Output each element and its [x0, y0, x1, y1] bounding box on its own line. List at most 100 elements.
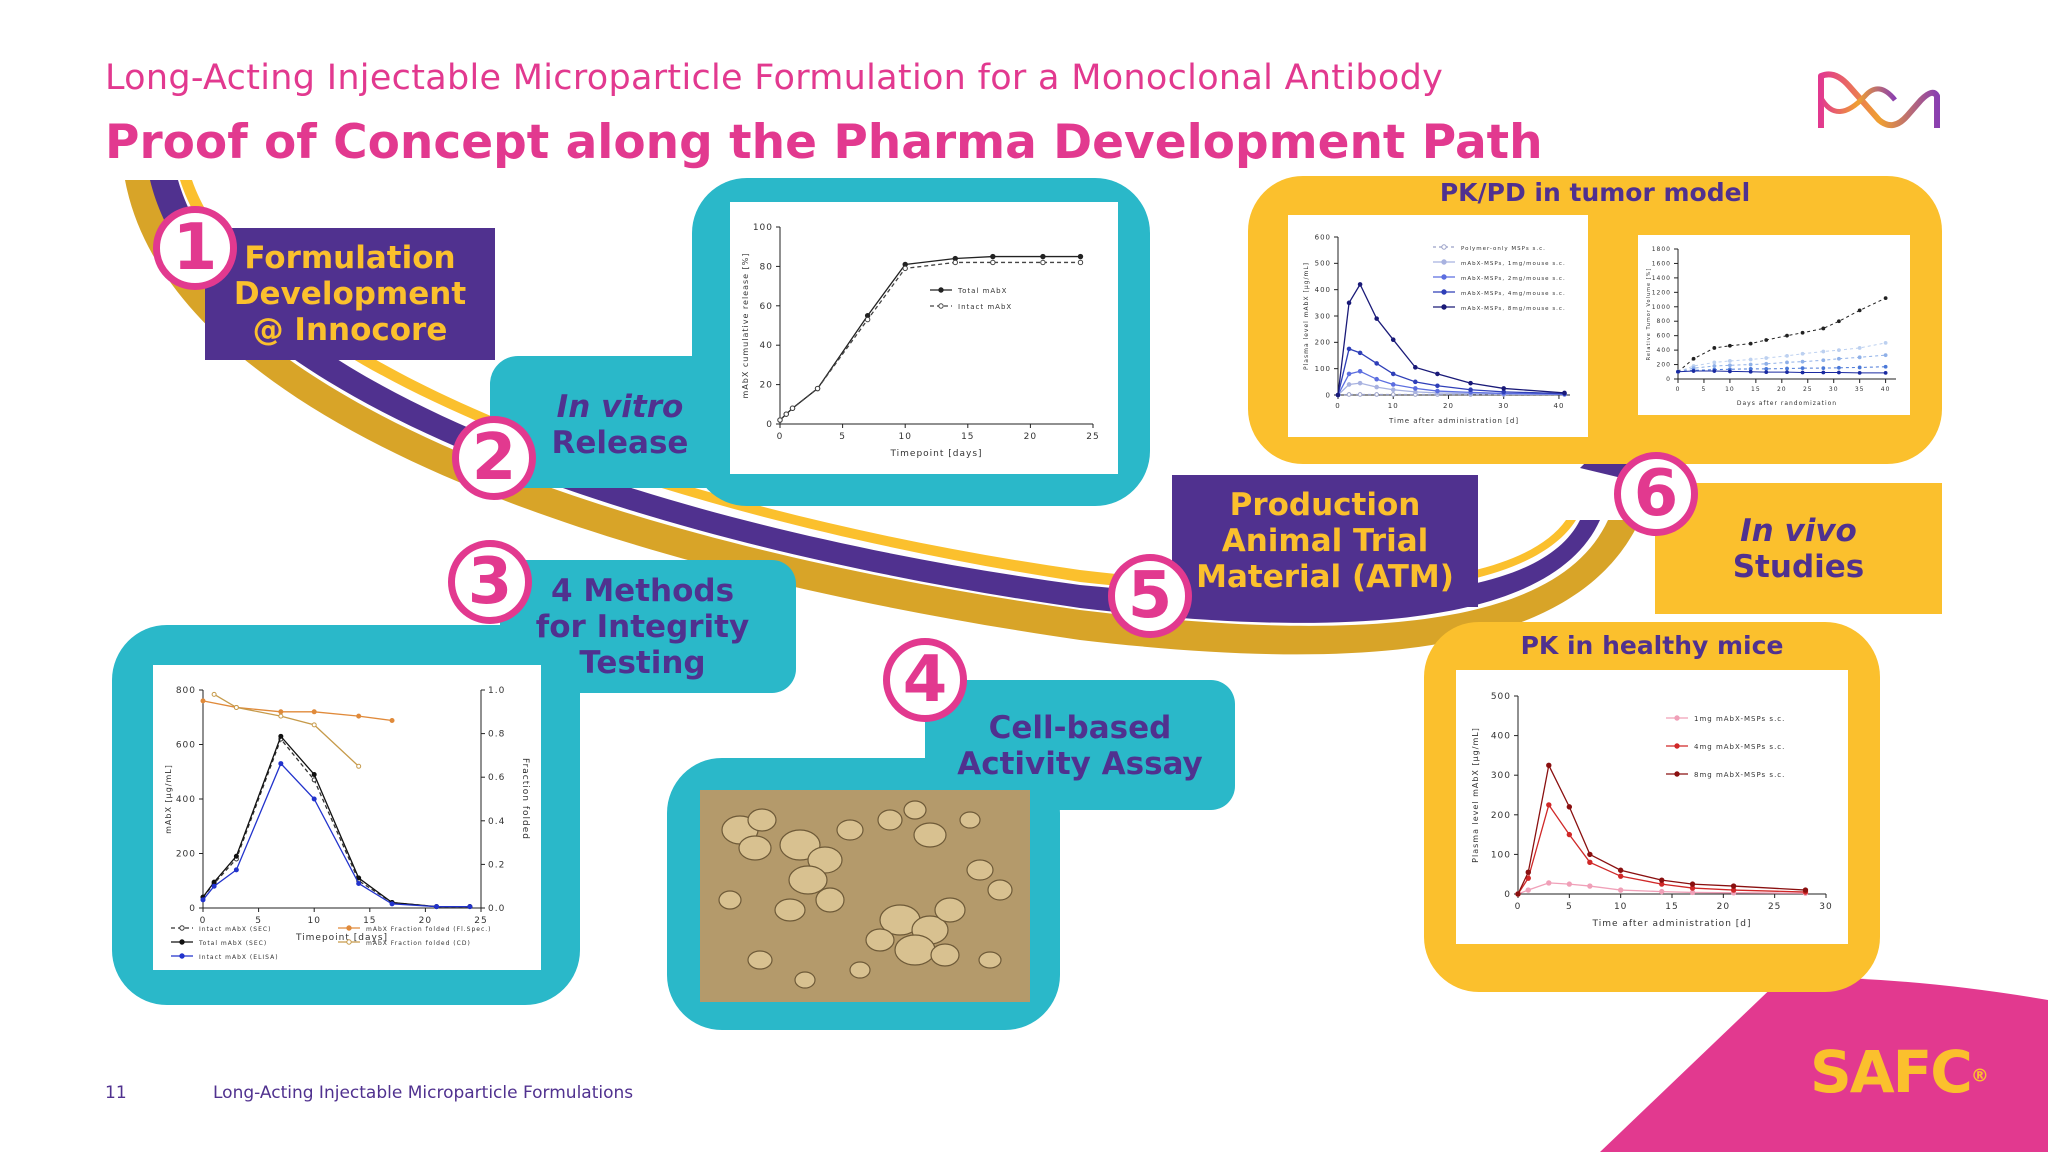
chart-pk-healthy-y-tick-label: 300: [1491, 771, 1511, 781]
chart-integrity-data-point: [211, 879, 217, 885]
chart-pkpd-plasma-data-point: [1562, 390, 1567, 396]
chart-pk-healthy-x-tick-label: 5: [1566, 902, 1573, 912]
chart-integrity-y-tick-label: 0: [189, 904, 196, 914]
chart-pkpd-tumor-data-point: [1712, 360, 1717, 365]
chart-pkpd-tumor-data-point: [1837, 356, 1841, 361]
step5-number: 5: [1108, 554, 1192, 638]
chart-pkpd-plasma-series-line: [1337, 283, 1565, 396]
chart-pkpd-tumor-data-point: [1676, 369, 1680, 374]
chart-pkpd-plasma-data-point: [1390, 337, 1396, 342]
chart-pkpd-tumor-data-point: [1857, 346, 1862, 350]
chart-pkpd-tumor-y-tick-label: 400: [1657, 347, 1671, 354]
chart-pkpd-tumor-data-point: [1821, 349, 1826, 354]
chart-pk-healthy-data-point: [1566, 881, 1573, 887]
chart-pk-healthy-series-line: [1517, 763, 1806, 895]
chart-pkpd-plasma-data-point: [1374, 361, 1379, 366]
chart-pk-healthy-data-point: [1689, 889, 1696, 896]
chart-integrity-series-line: [202, 737, 470, 908]
chart-integrity-data-point: [278, 761, 284, 767]
chart-integrity-x-tick-label: 25: [474, 916, 487, 926]
chart-pkpd-plasma-legend-label: mAbX-MSPs, 4mg/mouse s.c.: [1461, 291, 1566, 297]
cell-microscopy-image: [700, 790, 1030, 1002]
chart-integrity-data-point: [434, 904, 440, 910]
chart-pkpd-plasma-data-point: [1390, 387, 1396, 393]
chart-pk-healthy-data-point: [1730, 883, 1737, 889]
chart-pk-healthy-y-tick-label: 200: [1491, 811, 1511, 821]
release-chart: 0 5 10 15 20 25 0 20 40 60 80 100 Timepoint [days] mA…: [741, 223, 1099, 459]
chart-integrity-y2-tick-label: 0.6: [488, 773, 505, 783]
chart-release-data-point: [789, 405, 796, 411]
chart-pkpd-tumor-data-point: [1821, 358, 1826, 363]
chart-pkpd-plasma-data-point: [1413, 386, 1418, 391]
chart-release-y-tick-label: 80: [760, 262, 773, 272]
pkpd-tumor-chart-panel: 0 5 10 15 20 25 30 35 40 0 200 400 600 800 1000 1200 140…: [1638, 235, 1910, 415]
step4-number: 4: [883, 638, 967, 722]
chart-pkpd-tumor-x-tick-label: 35: [1855, 386, 1865, 393]
chart-release-legend-label: Intact mAbX: [958, 303, 1012, 311]
chart-integrity-data-point: [356, 713, 362, 719]
chart-integrity-series-line: [202, 700, 393, 722]
chart-pkpd-tumor-data-point: [1857, 308, 1862, 313]
chart-integrity-x-label: Timepoint [days]: [295, 933, 388, 943]
brand-mark: ®: [1970, 1065, 1989, 1087]
chart-integrity-data-point: [233, 704, 239, 710]
chart-integrity-series-line: [202, 735, 470, 908]
chart-pk-healthy-x-tick-label: 30: [1819, 902, 1832, 912]
chart-pkpd-plasma-data-point: [1413, 379, 1418, 385]
chart-release-y-label: mAbX cumulative release [%]: [741, 253, 750, 399]
chart-pkpd-plasma-y-label: Plasma level mAbX [µg/mL]: [1303, 262, 1310, 370]
chart-release-data-point: [1077, 259, 1084, 266]
chart-pk-healthy-data-point: [1617, 887, 1624, 893]
chart-pkpd-tumor-x-tick-label: 25: [1803, 386, 1813, 393]
chart-integrity-data-point: [200, 698, 206, 704]
chart-pkpd-tumor-data-point: [1821, 366, 1826, 371]
chart-pk-healthy-series-line: [1517, 882, 1806, 895]
chart-integrity-legend-marker: [179, 939, 185, 945]
chart-integrity-x-tick-label: 5: [255, 916, 262, 926]
chart-pk-healthy-series-line: [1517, 803, 1806, 895]
chart-pkpd-plasma-y-tick-label: 600: [1315, 233, 1331, 241]
footer-text: Long-Acting Injectable Microparticle For…: [213, 1083, 634, 1103]
chart-integrity-legend-marker: [346, 925, 352, 931]
chart-integrity-data-point: [311, 722, 317, 728]
chart-pk-healthy-x-label: Time after administration [d]: [1591, 919, 1751, 929]
step1-line2: Development: [233, 276, 467, 312]
chart-pk-healthy-data-point: [1617, 873, 1624, 879]
chart-integrity-y2-tick-label: 0.8: [488, 730, 505, 740]
chart-pkpd-tumor-data-point: [1764, 366, 1769, 371]
step1-line1: Formulation: [244, 240, 456, 276]
integrity-chart: 0 5 10 15 20 25 0 200 400 600 800 0.0 0.2 0.4 0.6 0.8 1.…: [164, 686, 530, 961]
chart-integrity-x-tick-label: 15: [363, 916, 376, 926]
chart-pkpd-tumor-y-tick-label: 1400: [1652, 275, 1671, 282]
chart-pkpd-plasma-legend-label: mAbX-MSPs, 1mg/mouse s.c.: [1461, 261, 1566, 267]
chart-release-data-point: [777, 417, 783, 423]
chart-pkpd-tumor-data-point: [1748, 357, 1753, 362]
chart-pkpd-plasma-x-tick-label: 20: [1443, 402, 1454, 410]
chart-release-x-tick-label: 20: [1024, 432, 1037, 442]
chart-pk-healthy-data-point: [1587, 883, 1593, 889]
chart-pkpd-tumor-y-tick-label: 600: [1657, 333, 1671, 340]
chart-pkpd-tumor-data-point: [1785, 366, 1789, 371]
step1-box: Formulation Development @ Innocore: [205, 228, 495, 360]
chart-pkpd-tumor-x-tick-label: 20: [1777, 386, 1787, 393]
chart-release-series-line: [779, 255, 1081, 421]
chart-pkpd-tumor-data-point: [1785, 353, 1789, 358]
chart-pkpd-plasma-data-point: [1346, 392, 1352, 397]
chart-pkpd-plasma-y-tick-label: 500: [1315, 260, 1331, 268]
chart-integrity-data-point: [278, 713, 284, 719]
chart-release-x-label: Timepoint [days]: [889, 449, 982, 459]
chart-pkpd-plasma-y-tick-label: 400: [1315, 286, 1331, 294]
chart-pkpd-plasma-data-point: [1357, 350, 1363, 356]
chart-pk-healthy-data-point: [1546, 802, 1552, 808]
chart-release-data-point: [1040, 253, 1046, 260]
chart-release-data-point: [902, 265, 908, 272]
chart-integrity-x-tick-label: 10: [307, 916, 320, 926]
chart-pkpd-tumor-data-point: [1764, 370, 1769, 375]
chart-integrity-data-point: [356, 880, 362, 886]
chart-pkpd-tumor-y-tick-label: 0: [1666, 376, 1671, 383]
chart-pk-healthy-y-tick-label: 400: [1491, 732, 1511, 742]
chart-pkpd-tumor-data-point: [1764, 361, 1769, 366]
step2-label: In vitro Release: [545, 385, 695, 465]
chart-pkpd-tumor-x-tick-label: 15: [1751, 386, 1761, 393]
